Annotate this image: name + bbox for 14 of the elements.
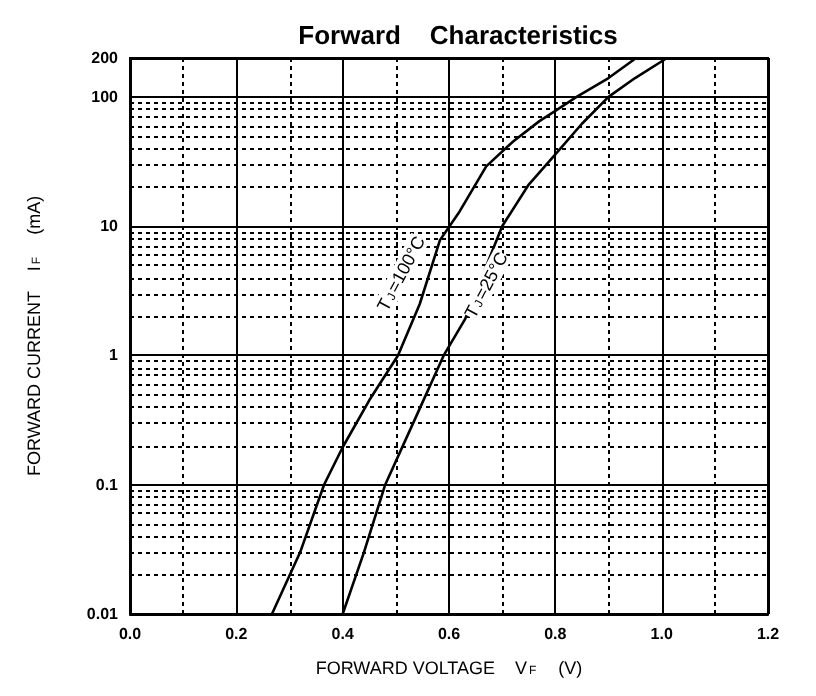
x-tick-label: 0.6 — [437, 625, 462, 643]
chart-title: Forward Characteristics — [298, 20, 618, 50]
y-tick-label: 100 — [91, 87, 120, 106]
x-tick-label: 0.8 — [544, 625, 568, 643]
y-tick-label: 1 — [109, 346, 120, 365]
x-tick-label: 0.2 — [225, 625, 249, 643]
y-tick-label: 10 — [100, 217, 120, 236]
y-tick-label: 200 — [91, 49, 120, 67]
x-tick-label: 1.2 — [756, 625, 781, 643]
y-tick-label: 0.1 — [95, 475, 120, 494]
x-tick-label: 0.0 — [118, 625, 143, 643]
x-tick-label: 0.4 — [331, 625, 355, 643]
x-tick-label: 1.0 — [650, 625, 674, 643]
y-tick-label: 0.01 — [86, 605, 120, 623]
